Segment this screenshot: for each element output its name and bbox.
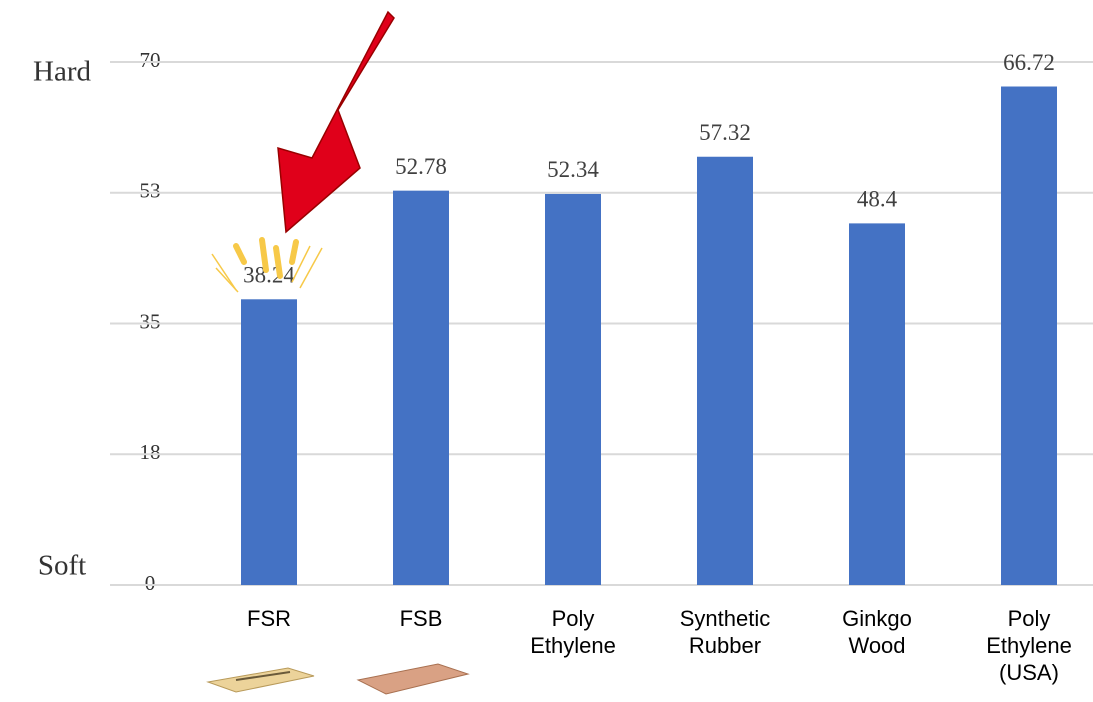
bar <box>241 299 297 585</box>
bar <box>393 190 449 585</box>
annotation-top: Hard <box>33 56 91 88</box>
value-label: 52.34 <box>547 157 599 182</box>
bar <box>697 156 753 585</box>
bar <box>545 193 601 585</box>
annotation-bottom: Soft <box>38 550 86 582</box>
x-tick-label: Poly Ethylene <box>530 606 616 658</box>
value-label: 66.72 <box>1003 50 1055 75</box>
value-label: 48.4 <box>857 187 898 212</box>
bar <box>849 223 905 585</box>
y-tick-label: 0 <box>145 571 156 595</box>
sparkle-lines <box>211 245 323 293</box>
x-tick-label: FSB <box>399 606 443 631</box>
bar <box>1001 86 1057 585</box>
fsr-strip <box>235 671 291 681</box>
value-label: 57.32 <box>699 120 751 145</box>
y-tick-label: 53 <box>140 179 161 203</box>
x-tick-label: FSR <box>247 606 291 631</box>
x-tick-label: Poly Ethylene (USA) <box>986 606 1072 685</box>
y-tick-label: 70 <box>140 48 161 72</box>
decoration <box>206 10 470 695</box>
y-tick-label: 18 <box>140 440 161 464</box>
value-label: 52.78 <box>395 154 447 179</box>
y-tick-label: 35 <box>140 309 161 333</box>
fsb-board <box>356 663 470 695</box>
value-label: 38.24 <box>243 263 295 288</box>
red-arrow <box>277 10 395 234</box>
x-tick-label: Synthetic Rubber <box>679 606 771 658</box>
fsr-board <box>206 667 315 693</box>
x-tick-label: Ginkgo Wood <box>842 606 912 658</box>
sparkle <box>233 237 299 279</box>
